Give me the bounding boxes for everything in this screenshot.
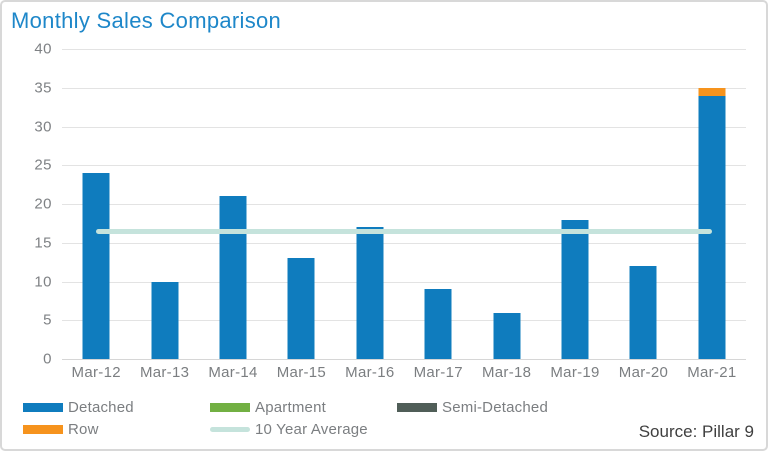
bar-slot-mar-21	[678, 49, 746, 359]
bar-mar-13[interactable]	[151, 49, 179, 359]
y-axis-tick-label: 10	[34, 273, 52, 290]
bar-mar-14[interactable]	[219, 49, 247, 359]
bar-segment-detached[interactable]	[151, 281, 179, 359]
bar-mar-15[interactable]	[287, 49, 315, 359]
bar-segment-detached[interactable]	[493, 312, 521, 359]
x-axis-tick-label: Mar-13	[139, 364, 190, 381]
legend-item-apartment[interactable]: Apartment	[210, 399, 397, 416]
gridline	[62, 126, 746, 128]
legend-label: 10 Year Average	[255, 421, 368, 438]
bar-mar-21[interactable]	[698, 49, 726, 359]
semi-detached-swatch-icon	[397, 403, 437, 412]
y-axis-tick-label: 30	[34, 118, 52, 135]
legend-label: Apartment	[255, 399, 326, 416]
source-note: Source: Pillar 9	[638, 422, 754, 441]
average-line-swatch-icon	[210, 427, 250, 432]
x-axis-tick-label: Mar-12	[71, 364, 121, 381]
legend-label: Row	[68, 421, 99, 438]
bar-segment-detached[interactable]	[561, 219, 589, 359]
bar-mar-12[interactable]	[82, 49, 110, 359]
bar-mar-16[interactable]	[356, 49, 384, 359]
bar-slot-mar-18	[472, 49, 540, 359]
x-axis-tick-label: Mar-20	[618, 364, 669, 381]
gridline	[62, 320, 746, 322]
x-axis-tick-label: Mar-15	[276, 364, 327, 381]
x-axis-tick-label: Mar-16	[345, 364, 395, 381]
row-swatch-icon	[23, 425, 63, 434]
gridline	[62, 165, 746, 167]
bar-segment-detached[interactable]	[629, 266, 657, 359]
bar-mar-18[interactable]	[493, 49, 521, 359]
y-axis-tick-label: 0	[43, 350, 52, 368]
chart-title: Monthly Sales Comparison	[11, 8, 282, 33]
y-axis-tick-label: 15	[34, 234, 52, 252]
gridline	[62, 281, 746, 283]
legend-item-10-year-average[interactable]: 10 Year Average	[210, 421, 397, 438]
legend-item-detached[interactable]: Detached	[23, 399, 210, 416]
legend-item-semi-detached[interactable]: Semi-Detached	[397, 399, 627, 416]
bar-mar-19[interactable]	[561, 49, 589, 359]
y-axis-tick-label: 40	[34, 40, 52, 58]
x-axis: Mar-12 Mar-13 Mar-14 Mar-15 Mar-16 Mar-17 Mar-…	[62, 364, 746, 386]
bar-segment-detached[interactable]	[356, 227, 384, 359]
bar-slot-mar-15	[267, 49, 335, 359]
x-axis-tick-label: Mar-14	[208, 364, 258, 381]
bar-segment-detached[interactable]	[424, 289, 452, 359]
bar-segment-detached[interactable]	[287, 258, 315, 359]
bar-segment-detached[interactable]	[219, 196, 247, 359]
bar-mar-17[interactable]	[424, 49, 452, 359]
average-line	[96, 228, 712, 234]
bar-slots	[62, 49, 746, 359]
y-axis-tick-label: 25	[34, 156, 52, 174]
gridline	[62, 204, 746, 205]
x-axis-tick-label: Mar-18	[481, 364, 532, 381]
bar-slot-mar-16	[336, 49, 404, 359]
bar-slot-mar-17	[404, 49, 472, 359]
legend-label: Semi-Detached	[442, 399, 548, 416]
bar-segment-detached[interactable]	[82, 173, 110, 359]
legend: Detached Apartment Semi-Detached Row 10 …	[23, 399, 627, 438]
legend-label: Detached	[68, 399, 134, 416]
detached-swatch-icon	[23, 403, 63, 412]
bar-segment-row[interactable]	[698, 87, 726, 96]
y-axis: 0 5 10 15 20 25 30 35 40	[2, 41, 52, 368]
legend-item-row[interactable]: Row	[23, 421, 210, 438]
y-axis-tick-label: 35	[34, 79, 52, 97]
y-axis-tick-label: 20	[34, 195, 52, 213]
x-axis-tick-label: Mar-17	[413, 364, 463, 381]
bar-mar-20[interactable]	[629, 49, 657, 359]
gridline	[62, 87, 746, 89]
x-axis-tick-label: Mar-21	[687, 364, 737, 381]
y-axis-tick-label: 5	[43, 311, 52, 329]
x-axis-tick-label: Mar-19	[550, 364, 600, 381]
bar-slot-mar-14	[199, 49, 267, 359]
plot-area	[62, 49, 746, 360]
bar-slot-mar-12	[62, 49, 130, 359]
bar-segment-detached[interactable]	[698, 95, 726, 359]
gridline	[62, 49, 746, 50]
bar-slot-mar-13	[130, 49, 198, 359]
bar-slot-mar-19	[541, 49, 609, 359]
gridline	[62, 242, 746, 244]
gridline	[62, 359, 746, 360]
apartment-swatch-icon	[210, 403, 250, 412]
bar-slot-mar-20	[609, 49, 677, 359]
